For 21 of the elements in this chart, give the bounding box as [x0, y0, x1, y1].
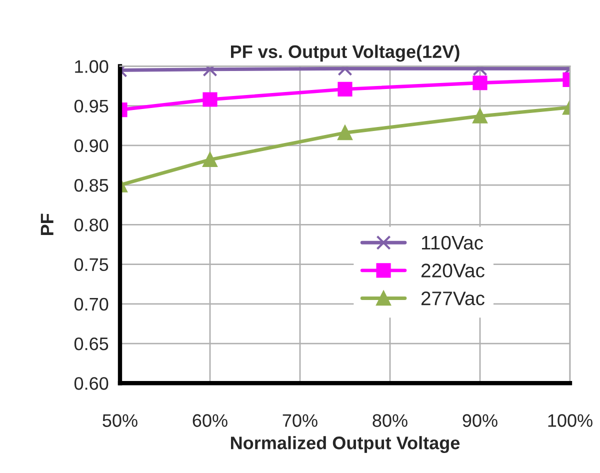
- y-tick-label: 0.85: [74, 178, 108, 192]
- y-tick-label: 0.95: [74, 100, 108, 113]
- legend-label: 277Vac: [421, 292, 484, 306]
- y-tick-label: 0.65: [74, 337, 108, 350]
- y-tick-label: 0.75: [74, 258, 108, 272]
- y-axis-title: PF: [40, 214, 54, 236]
- legend-label: 110Vac: [422, 236, 484, 250]
- x-tick-label: 90%: [462, 414, 498, 427]
- chart-title: PF vs. Output Voltage(12V): [231, 44, 460, 62]
- y-tick-label: 0.70: [74, 298, 108, 311]
- x-tick-label: 80%: [372, 414, 408, 427]
- legend-label: 220Vac: [421, 264, 484, 278]
- x-tick-label: 70%: [282, 414, 318, 427]
- x-axis-title: Normalized Output Voltage: [231, 436, 460, 453]
- x-tick-label: 60%: [192, 414, 228, 427]
- y-tick-label: 1.00: [75, 60, 108, 73]
- y-tick-label: 0.80: [74, 218, 108, 232]
- x-tick-label: 50%: [102, 414, 138, 427]
- y-tick-label: 0.60: [74, 377, 108, 390]
- x-tick-label: 100%: [548, 414, 592, 427]
- y-tick-label: 0.90: [74, 139, 108, 152]
